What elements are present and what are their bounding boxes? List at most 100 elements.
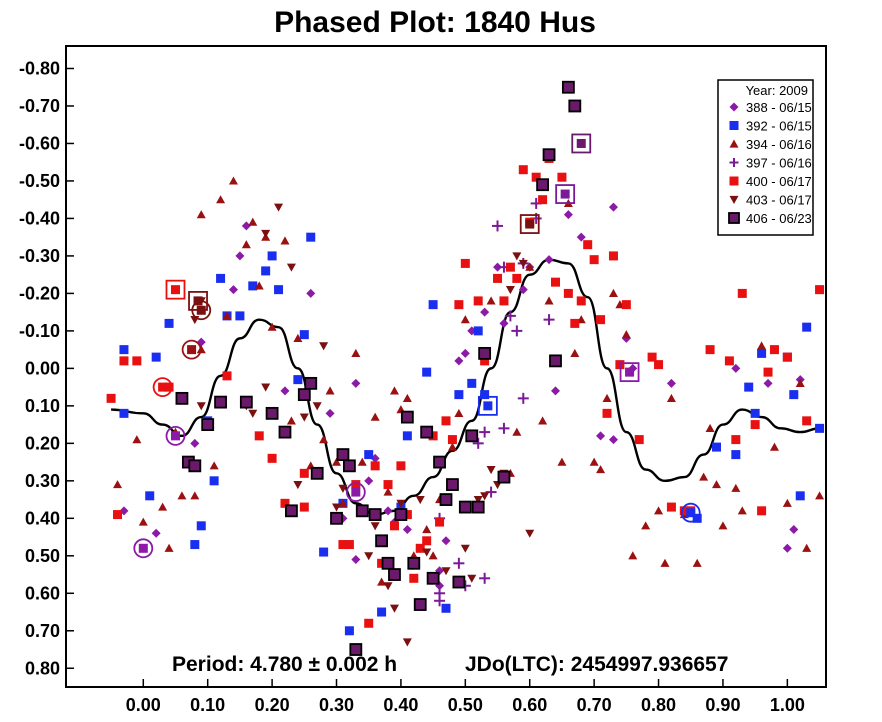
data-point (402, 510, 412, 520)
data-point (325, 386, 335, 395)
data-point (420, 425, 434, 439)
data-point (248, 409, 258, 418)
data-point (536, 178, 550, 192)
data-point (666, 393, 676, 402)
data-point (196, 210, 206, 219)
data-point (782, 498, 792, 507)
data-point (699, 472, 709, 481)
data-point (724, 356, 734, 366)
data-point (460, 315, 470, 324)
data-point (389, 604, 399, 613)
highlighted-point (555, 184, 576, 204)
data-point (641, 521, 651, 530)
y-tick-label: -0.60 (19, 133, 60, 153)
data-point (370, 412, 380, 421)
data-point (576, 232, 586, 242)
data-point (409, 573, 419, 583)
data-point (517, 392, 529, 404)
data-point (177, 491, 187, 500)
data-point (299, 413, 309, 422)
data-point (383, 487, 393, 496)
data-point (413, 598, 427, 611)
data-point (422, 536, 432, 546)
data-point (602, 408, 612, 418)
data-point (493, 273, 503, 283)
data-point (492, 220, 504, 232)
data-point (538, 416, 548, 425)
data-point (351, 348, 361, 357)
data-point (744, 382, 754, 392)
data-point (441, 416, 451, 426)
legend-entry: 397 - 06/16 (746, 156, 812, 171)
data-point (557, 172, 567, 182)
data-point (660, 558, 670, 567)
data-point (164, 382, 174, 392)
legend-entry: 406 - 06/23 (746, 211, 812, 226)
data-point (763, 378, 773, 388)
data-point (274, 285, 284, 295)
data-point (441, 603, 451, 613)
y-tick-label: 0.40 (25, 508, 60, 528)
data-point (447, 442, 457, 451)
highlighted-point (165, 425, 186, 446)
data-point (435, 517, 445, 527)
data-point (731, 363, 741, 373)
data-point (692, 558, 702, 567)
y-tick-label: 0.60 (25, 583, 60, 603)
data-point (254, 281, 264, 290)
data-point (782, 543, 792, 553)
y-tick-label: -0.20 (19, 283, 60, 303)
data-point (261, 266, 271, 276)
data-point (504, 310, 516, 322)
data-point (454, 300, 464, 310)
data-point (164, 543, 174, 552)
data-point (473, 296, 483, 306)
data-point (479, 426, 491, 438)
data-point (628, 551, 638, 560)
data-point (415, 495, 425, 505)
period-annotation: Period: 4.780 ± 0.002 h (172, 653, 397, 676)
data-point (737, 506, 747, 515)
legend-entry: 388 - 06/15 (746, 100, 812, 115)
x-tick-label: 0.00 (126, 695, 161, 715)
data-point (452, 575, 466, 589)
data-point (511, 325, 523, 337)
data-point (402, 393, 412, 402)
data-point (666, 378, 676, 388)
data-point (441, 567, 451, 576)
data-point (248, 217, 258, 226)
data-point (505, 286, 515, 295)
data-point (351, 378, 361, 388)
x-tick-label: 0.60 (512, 695, 547, 715)
data-point (460, 258, 470, 268)
data-point (265, 406, 279, 420)
data-point (795, 378, 805, 387)
data-point (712, 442, 722, 452)
data-point (400, 410, 414, 424)
x-tick-label: 0.80 (641, 695, 676, 715)
data-point (454, 390, 464, 400)
data-point (267, 322, 277, 331)
data-point (460, 544, 470, 553)
data-point (712, 480, 722, 489)
data-point (454, 356, 464, 366)
fit-curve (111, 258, 820, 516)
data-point (119, 356, 129, 366)
data-point (561, 80, 575, 94)
legend: Year: 2009 388 - 06/15 392 - 06/15 394 - 0… (717, 79, 814, 236)
data-point (241, 221, 251, 231)
data-point (377, 558, 387, 568)
epoch-annotation: JDo(LTC): 2454997.936657 (465, 653, 728, 676)
data-point (286, 263, 296, 272)
legend-entry: 392 - 06/15 (746, 119, 812, 134)
data-point (278, 425, 292, 439)
data-point (364, 476, 374, 486)
highlighted-point (477, 395, 498, 416)
highlighted-point (619, 362, 640, 383)
data-point (175, 391, 189, 405)
highlighted-point (345, 482, 366, 502)
data-point (377, 577, 387, 586)
data-point (486, 465, 496, 475)
data-point (216, 273, 226, 283)
